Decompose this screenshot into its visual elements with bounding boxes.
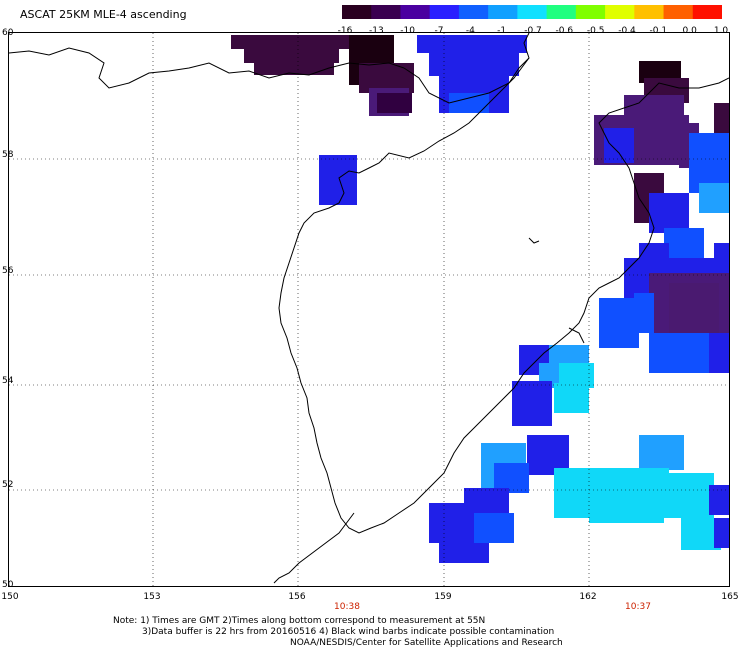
colorbar-label: -0.1 [649, 26, 668, 36]
colorbar-segment [605, 5, 635, 19]
data-cell [554, 383, 589, 413]
data-cell [512, 381, 552, 426]
data-cell [604, 483, 664, 523]
latitude-label: 52 [2, 480, 14, 490]
longitude-label: 165 [721, 592, 739, 602]
latitude-label: 56 [2, 266, 14, 276]
colorbar-label: -0.5 [586, 26, 605, 36]
longitude-label: 150 [1, 592, 19, 602]
colorbar-segment [458, 5, 489, 19]
colorbar-segment [692, 5, 722, 19]
colorbar-segment [575, 5, 606, 19]
colorbar-segment [663, 5, 694, 19]
latitude-label: 60 [2, 28, 14, 38]
latitude-label: 50 [2, 580, 14, 590]
colorbar-segment [371, 5, 401, 19]
data-cell [639, 435, 684, 470]
data-cell [649, 333, 709, 373]
data-cell [714, 518, 729, 548]
data-cell [649, 193, 689, 233]
note-line-1: Note: 1) Times are GMT 2)Times along bot… [113, 616, 486, 626]
time-label: 10:37 [625, 602, 651, 612]
colorbar-segment [488, 5, 518, 19]
data-cell [449, 93, 489, 113]
colorbar-segment [517, 5, 548, 19]
colorbar-label: 1.0 [713, 26, 729, 36]
colorbar-segment [634, 5, 665, 19]
colorbar-label: -0.6 [555, 26, 574, 36]
data-cell [244, 49, 339, 63]
colorbar-label: -4 [465, 26, 475, 36]
latitude-label: 58 [2, 150, 14, 160]
data-cell [709, 333, 729, 373]
colorbar-segment [400, 5, 431, 19]
data-cell [699, 183, 729, 213]
data-cell [639, 61, 681, 83]
data-cell [429, 51, 519, 76]
colorbar-segment [546, 5, 577, 19]
colorbar-label: -13 [368, 26, 384, 36]
colorbar-segment [429, 5, 460, 19]
data-cell [634, 293, 654, 333]
colorbar-label: -0.7 [524, 26, 542, 36]
colorbar-label: -7 [434, 26, 444, 36]
colorbar-segment [342, 5, 372, 19]
map-canvas [8, 32, 730, 586]
longitude-label: 159 [434, 592, 452, 602]
data-cell [599, 298, 639, 348]
data-cell [709, 485, 729, 515]
data-cell [417, 35, 527, 53]
coastline [8, 32, 730, 584]
longitude-label: 162 [579, 592, 597, 602]
colorbar-label: -10 [400, 26, 416, 36]
time-label: 10:38 [334, 602, 360, 612]
data-cell [604, 128, 634, 163]
data-cell [664, 473, 714, 518]
data-cell [254, 63, 334, 75]
data-cell [474, 513, 514, 543]
data-cell [377, 93, 412, 113]
longitude-label: 153 [143, 592, 161, 602]
colorbar-label: 0.0 [682, 26, 697, 36]
latitude-label: 54 [2, 376, 14, 386]
data-cell [231, 35, 351, 49]
colorbar-label: -16 [337, 26, 353, 36]
data-cell [669, 283, 719, 333]
note-line-2: 3)Data buffer is 22 hrs from 20160516 4)… [142, 627, 555, 637]
data-cell [714, 103, 729, 133]
colorbar-label: -1 [497, 26, 507, 36]
colorbar-label: -0.4 [618, 26, 636, 36]
longitude-label: 156 [288, 592, 306, 602]
data-cell [319, 155, 357, 205]
map-title: ASCAT 25KM MLE-4 ascending [20, 8, 187, 21]
colorbar [342, 5, 722, 19]
map-panel[interactable] [8, 32, 730, 587]
note-line-3: NOAA/NESDIS/Center for Satellite Applica… [290, 638, 563, 648]
